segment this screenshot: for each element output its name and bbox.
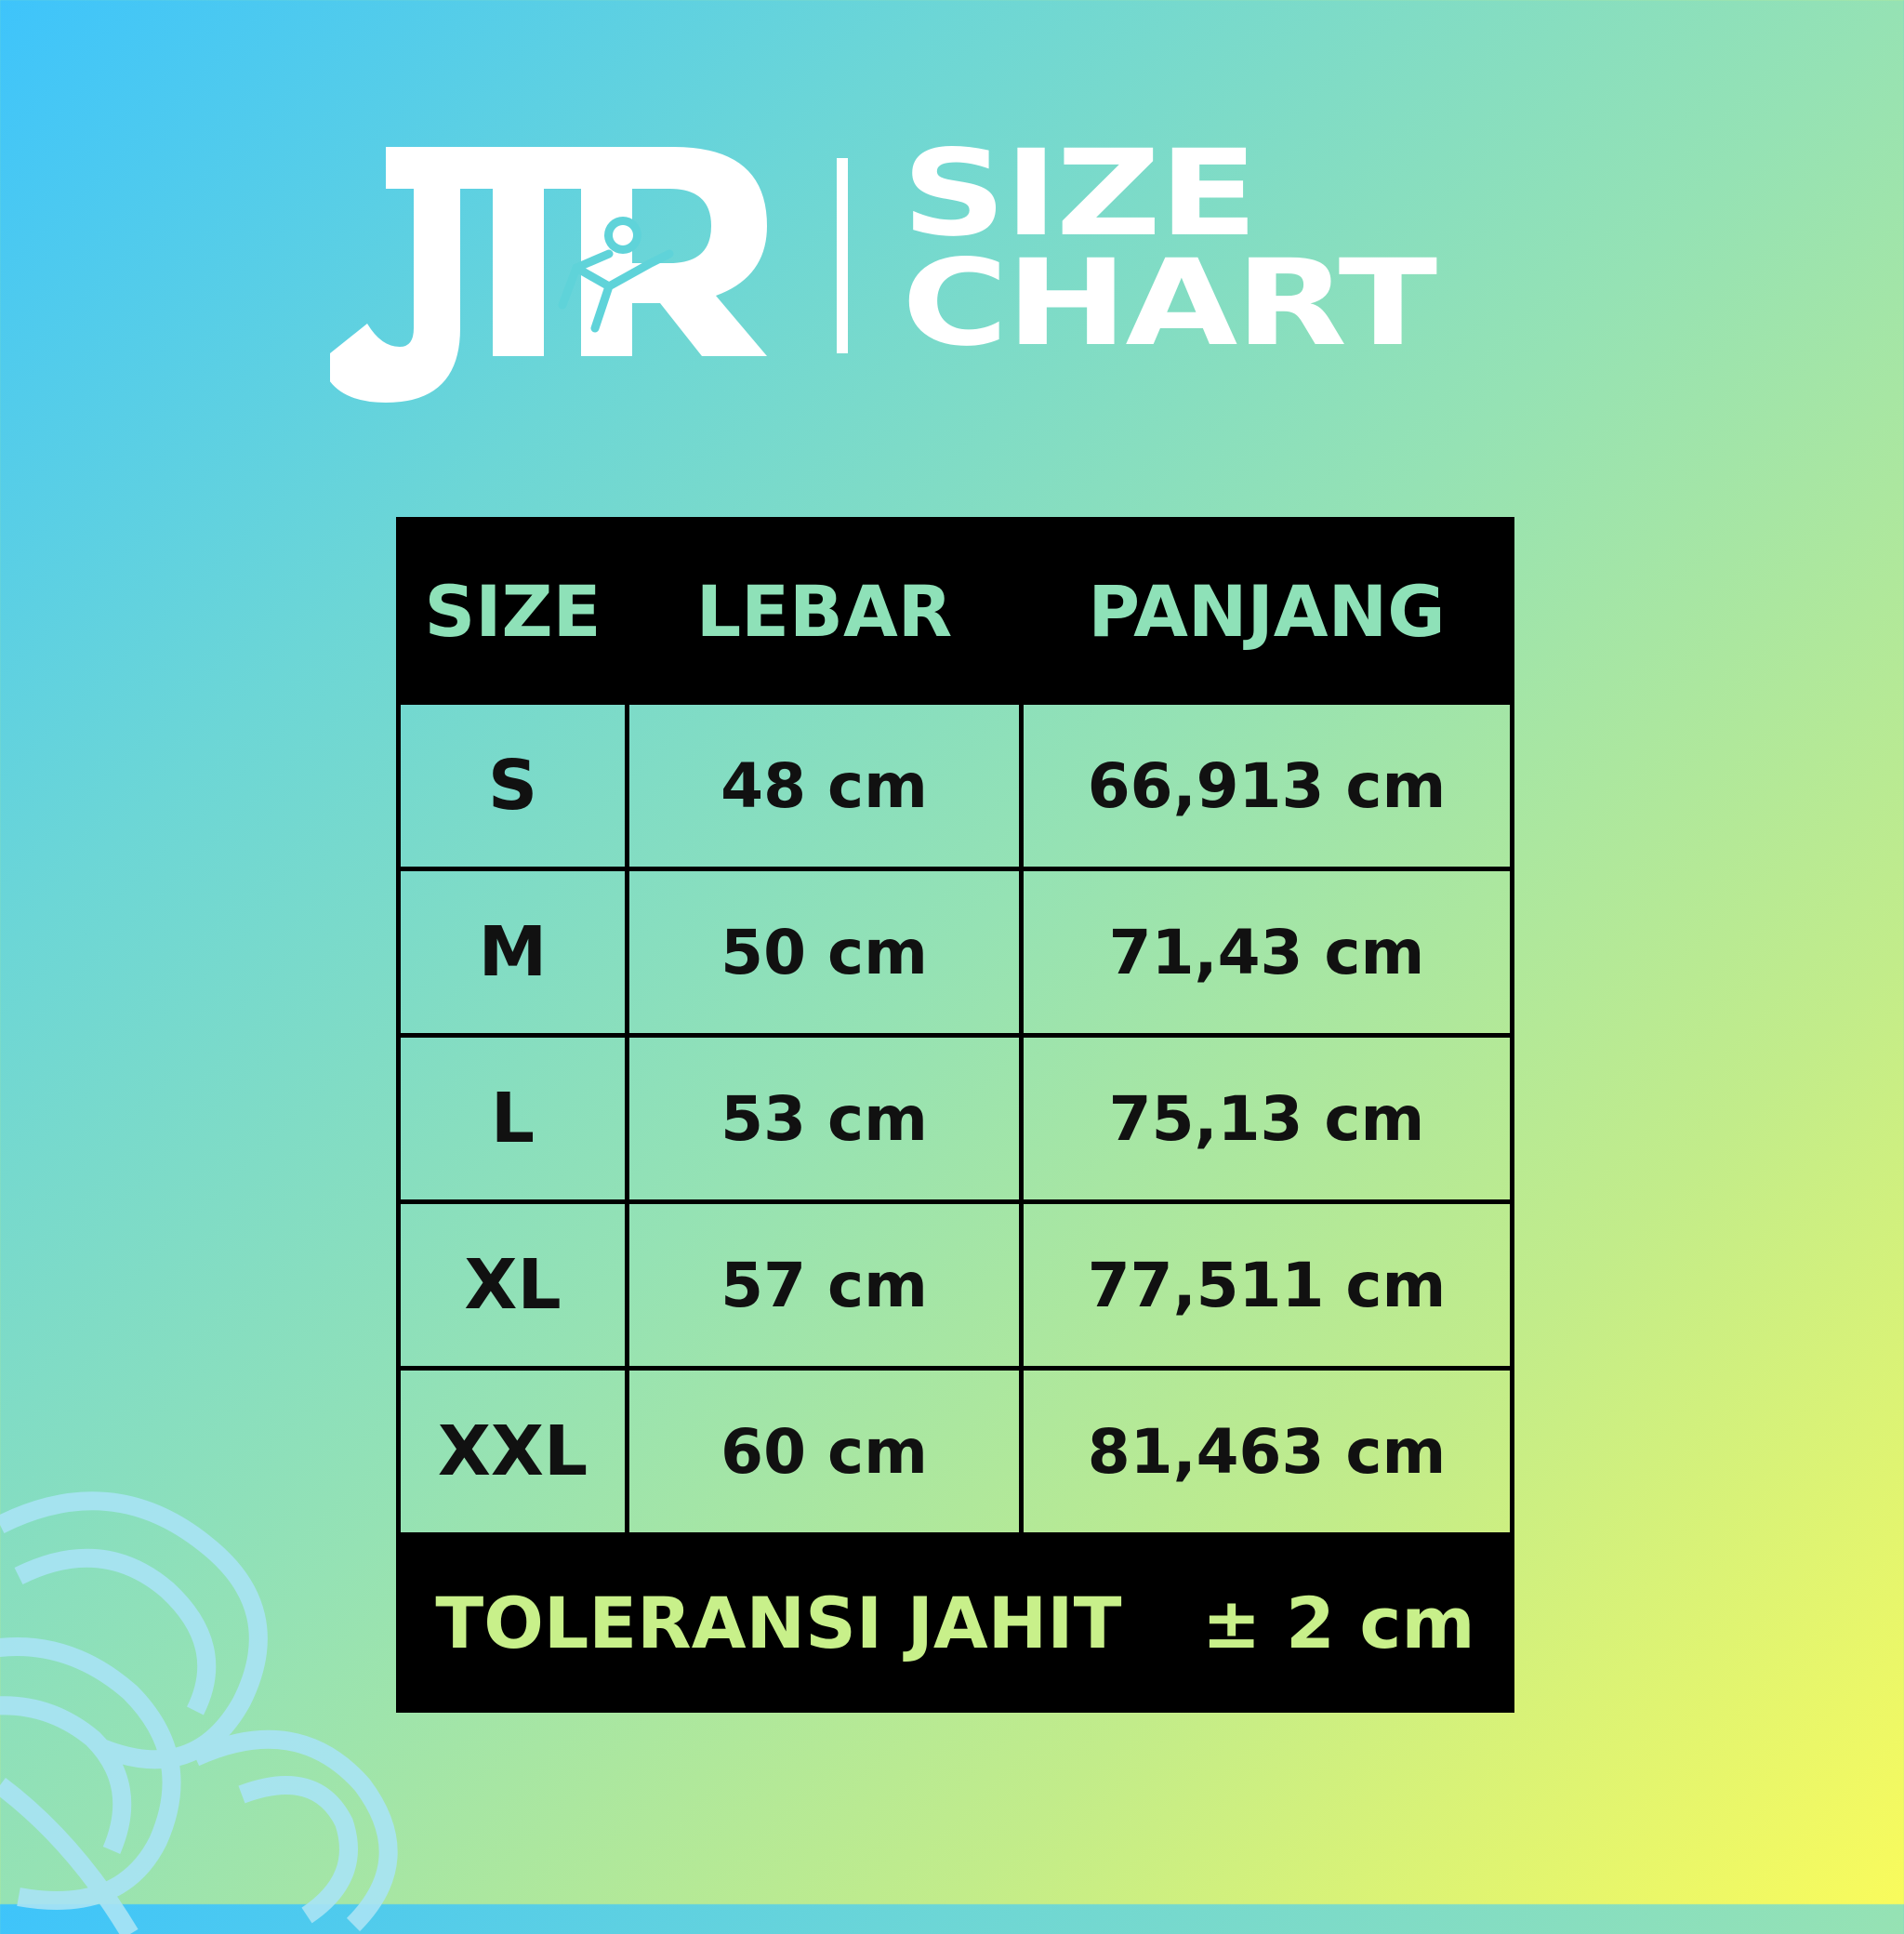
- decorative-swirl-icon: [0, 1491, 398, 1934]
- lebar-cell: 57 cm: [625, 1199, 1024, 1371]
- page-title: SIZE CHART: [902, 135, 1437, 364]
- tolerance-value: ± 2 cm: [1201, 1581, 1475, 1664]
- size-cell: XL: [396, 1199, 629, 1371]
- size-cell: S: [396, 700, 629, 871]
- panjang-cell: 81,463 cm: [1019, 1366, 1514, 1537]
- tolerance-cell: TOLERANSI JAHIT ± 2 cm: [396, 1532, 1514, 1713]
- table-row: XL 57 cm 77,511 cm: [396, 1199, 1514, 1371]
- size-cell: M: [396, 867, 629, 1038]
- header-size: SIZE: [396, 517, 629, 705]
- panjang-cell: 75,13 cm: [1019, 1033, 1514, 1204]
- size-cell: L: [396, 1033, 629, 1204]
- lebar-cell: 48 cm: [625, 700, 1024, 871]
- lebar-cell: 60 cm: [625, 1366, 1024, 1537]
- jtr-logo: [330, 147, 767, 403]
- lebar-cell: 53 cm: [625, 1033, 1024, 1204]
- table-header-row: SIZE LEBAR PANJANG: [396, 517, 1514, 705]
- header-panjang: PANJANG: [1019, 517, 1514, 705]
- header-lebar: LEBAR: [625, 517, 1024, 705]
- lebar-cell: 50 cm: [625, 867, 1024, 1038]
- table-row: L 53 cm 75,13 cm: [396, 1033, 1514, 1204]
- size-chart-table: SIZE LEBAR PANJANG S 48 cm 66,913 cm M 5…: [396, 517, 1514, 1713]
- title-line-chart: CHART: [902, 234, 1437, 373]
- panjang-cell: 71,43 cm: [1019, 867, 1514, 1038]
- tolerance-label: TOLERANSI JAHIT: [435, 1581, 1122, 1664]
- table-row: S 48 cm 66,913 cm: [396, 700, 1514, 871]
- title-line-size: SIZE: [902, 125, 1258, 263]
- table-row: M 50 cm 71,43 cm: [396, 867, 1514, 1038]
- tolerance-row: TOLERANSI JAHIT ± 2 cm: [396, 1532, 1514, 1713]
- panjang-cell: 66,913 cm: [1019, 700, 1514, 871]
- header-divider: [837, 158, 848, 353]
- runner-icon: [558, 217, 674, 333]
- table-row: XXL 60 cm 81,463 cm: [396, 1366, 1514, 1537]
- size-cell: XXL: [396, 1366, 629, 1537]
- panjang-cell: 77,511 cm: [1019, 1199, 1514, 1371]
